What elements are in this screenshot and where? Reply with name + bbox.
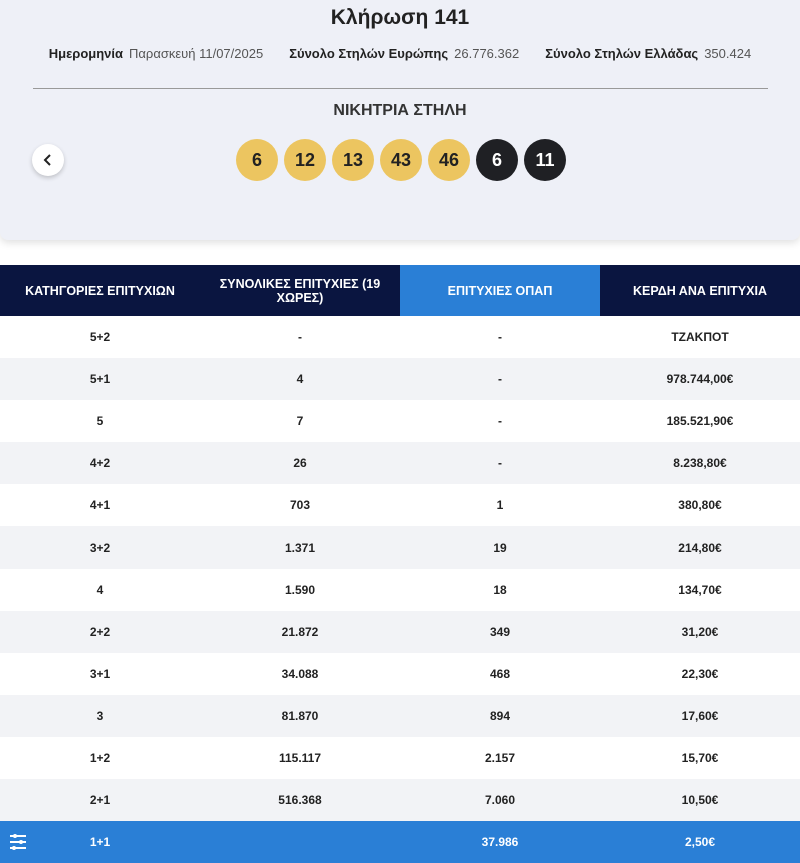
info-value: 350.424 xyxy=(704,46,752,61)
table-cell: ΤΖΑΚΠΟΤ xyxy=(671,330,729,345)
filter-icon[interactable] xyxy=(8,833,28,851)
table-cell: 7 xyxy=(296,414,304,429)
info-value: 26.776.362 xyxy=(454,46,520,61)
table-cell xyxy=(200,821,400,863)
table-cell: 15,70€ xyxy=(681,750,719,765)
number-ball: 46 xyxy=(428,139,470,181)
table-cell: 5+1 xyxy=(89,372,111,387)
table-cell: 81.870 xyxy=(281,708,319,723)
table-cell: 214,80€ xyxy=(678,540,722,555)
table-cell: 3+2 xyxy=(89,540,111,555)
table-cell: - xyxy=(498,330,502,345)
table-cell: 34.088 xyxy=(281,666,319,681)
table-cell: 4 xyxy=(96,582,104,597)
number-ball: 43 xyxy=(380,139,422,181)
info-label: Ημερομηνία xyxy=(48,46,124,61)
table-cell: 19 xyxy=(493,540,507,555)
draw-card: Κλήρωση 141 Ημερομηνία Παρασκευή 11/07/20… xyxy=(0,0,800,240)
table-cell: 21.872 xyxy=(281,624,319,639)
title: Κλήρωση 141 xyxy=(330,6,470,29)
table-cell: 31,20€ xyxy=(681,624,719,639)
table-cell: 115.117 xyxy=(278,750,322,765)
results-table: ΚΑΤΗΓΟΡΙΕΣ ΕΠΙΤΥΧΙΩΝ ΣΥΝΟΛΙΚΕΣ ΕΠΙΤΥΧΙΕΣ … xyxy=(0,265,800,863)
number-ball: 13 xyxy=(332,139,374,181)
table-cell: 1+2 xyxy=(89,750,111,765)
table-row: 3 81.870 894 17,60€ xyxy=(0,694,800,737)
table-cell: 185.521,90€ xyxy=(666,414,734,429)
info-item: Σύνολο Στηλών Ελλάδας 350.424 xyxy=(545,46,751,61)
back-button[interactable] xyxy=(32,144,64,176)
chevron xyxy=(43,154,51,166)
column-header: ΚΕΡΔΗ ΑΝΑ ΕΠΙΤΥΧΙΑ xyxy=(633,283,767,298)
number-ball: 6 xyxy=(236,139,278,181)
info-item: Σύνολο Στηλών Ευρώπης 26.776.362 xyxy=(289,46,519,61)
column-header: ΕΠΙΤΥΧΙΕΣ ΟΠΑΠ xyxy=(400,265,600,316)
info-label: Σύνολο Στηλών Ευρώπης xyxy=(289,46,449,61)
table-cell: 5 xyxy=(96,414,104,429)
info-item: Ημερομηνία Παρασκευή 11/07/2025 xyxy=(49,46,263,61)
table-row: 5+1 4 - 978.744,00€ xyxy=(0,358,800,401)
balls: 6 12 13 43 46 6 11 xyxy=(236,139,566,181)
table-row: 2+1 516.368 7.060 10,50€ xyxy=(0,779,800,822)
table-row: 5+2 - - ΤΖΑΚΠΟΤ xyxy=(0,316,800,358)
table-row: 3+2 1.371 19 214,80€ xyxy=(0,526,800,569)
table-cell: 1.371 xyxy=(284,540,316,555)
winning-title: ΝΙΚΗΤΡΙΑ ΣΤΗΛΗ xyxy=(333,102,467,119)
table-cell: 2+2 xyxy=(89,624,111,639)
table-row: 4+2 26 - 8.238,80€ xyxy=(0,442,800,485)
table-cell: 894 xyxy=(489,708,511,723)
table-header: ΚΑΤΗΓΟΡΙΕΣ ΕΠΙΤΥΧΙΩΝ ΣΥΝΟΛΙΚΕΣ ΕΠΙΤΥΧΙΕΣ … xyxy=(0,265,800,316)
table-cell: 8.238,80€ xyxy=(673,456,727,471)
table-cell: 1+1 xyxy=(89,835,111,850)
column-header: ΣΥΝΟΛΙΚΕΣ ΕΠΙΤΥΧΙΕΣ (19 ΧΩΡΕΣ) xyxy=(219,276,381,305)
table-cell: 2+1 xyxy=(89,793,111,808)
table-cell: 3 xyxy=(96,708,104,723)
table-cell: 4+1 xyxy=(89,498,111,513)
table-cell: - xyxy=(298,330,302,345)
table-cell: 37.986 xyxy=(481,835,519,850)
table-cell: 978.744,00€ xyxy=(666,372,734,387)
star-ball: 11 xyxy=(524,139,566,181)
number-ball: 12 xyxy=(284,139,326,181)
table-row: 4+1 703 1 380,80€ xyxy=(0,484,800,526)
table-cell: 2.157 xyxy=(484,750,516,765)
table-cell: - xyxy=(498,456,502,471)
table-cell: 349 xyxy=(489,624,511,639)
table-cell: 468 xyxy=(489,666,511,681)
table-cell: 1.590 xyxy=(284,582,316,597)
table-cell: 10,50€ xyxy=(681,793,719,808)
table-row: 4 1.590 18 134,70€ xyxy=(0,569,800,611)
table-cell: 2,50€ xyxy=(684,835,716,850)
divider xyxy=(33,88,768,89)
table-cell: 18 xyxy=(493,582,507,597)
table-cell: 380,80€ xyxy=(678,498,722,513)
table-cell: 703 xyxy=(289,498,311,513)
info-label: Σύνολο Στηλών Ελλάδας xyxy=(545,46,699,61)
table-cell: - xyxy=(498,372,502,387)
table-cell: 22,30€ xyxy=(681,666,719,681)
table-row: 3+1 34.088 468 22,30€ xyxy=(0,653,800,695)
table-cell: 516.368 xyxy=(278,793,322,808)
table-cell: - xyxy=(498,414,502,429)
column-header: ΚΑΤΗΓΟΡΙΕΣ ΕΠΙΤΥΧΙΩΝ xyxy=(25,283,175,298)
table-cell: 3+1 xyxy=(89,666,111,681)
table-cell: 4 xyxy=(296,372,304,387)
table-cell: 5+2 xyxy=(89,330,111,345)
info-row: Ημερομηνία Παρασκευή 11/07/2025 Σύνολο Στη… xyxy=(0,46,800,61)
table-row: 5 7 - 185.521,90€ xyxy=(0,400,800,442)
star-ball: 6 xyxy=(476,139,518,181)
table-cell: 4+2 xyxy=(89,456,111,471)
table-cell: 7.060 xyxy=(484,793,516,808)
table-row: 1+2 115.117 2.157 15,70€ xyxy=(0,737,800,779)
table-cell: 1 xyxy=(496,498,504,513)
table-row: 2+2 21.872 349 31,20€ xyxy=(0,610,800,653)
table-cell: 26 xyxy=(293,456,307,471)
table-cell: 17,60€ xyxy=(681,708,719,723)
table-cell: 134,70€ xyxy=(678,582,722,597)
table-row: 1+1 37.986 2,50€ xyxy=(0,821,800,863)
info-value: Παρασκευή 11/07/2025 xyxy=(129,46,264,61)
